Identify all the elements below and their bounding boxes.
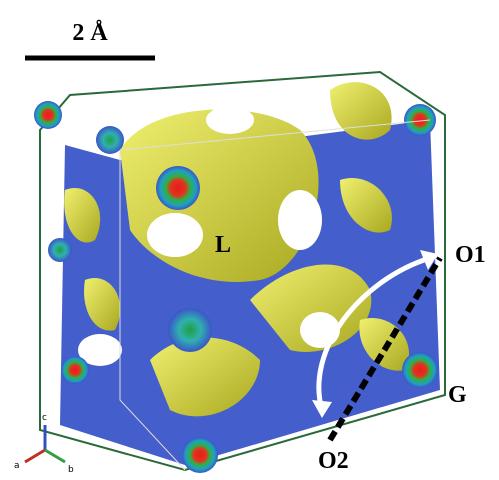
density-spot [34, 101, 62, 129]
density-spot [182, 437, 218, 473]
density-spot [156, 166, 200, 210]
scale-label: 2 Å [72, 20, 108, 46]
axis-b [45, 450, 65, 462]
density-spot [404, 104, 436, 136]
pore [278, 190, 322, 250]
rendering: 2 Å L O1 O2 G c a b [0, 0, 499, 480]
axis-label: b [68, 465, 74, 475]
axis-label: a [14, 461, 20, 471]
site-label: O1 [455, 242, 486, 268]
axis-label: c [42, 413, 47, 423]
site-label: O2 [318, 448, 349, 474]
density-spot [61, 356, 89, 384]
cavity-label: L [215, 232, 231, 258]
density-spot [168, 308, 212, 352]
pore [206, 106, 254, 134]
figure: 2 Å L O1 O2 G c a b [0, 0, 499, 480]
pore [147, 213, 203, 257]
gate-label: G [448, 382, 467, 408]
axis-a [25, 450, 45, 462]
density-spot [402, 352, 438, 388]
density-spot [96, 126, 124, 154]
density-spot [48, 238, 72, 262]
